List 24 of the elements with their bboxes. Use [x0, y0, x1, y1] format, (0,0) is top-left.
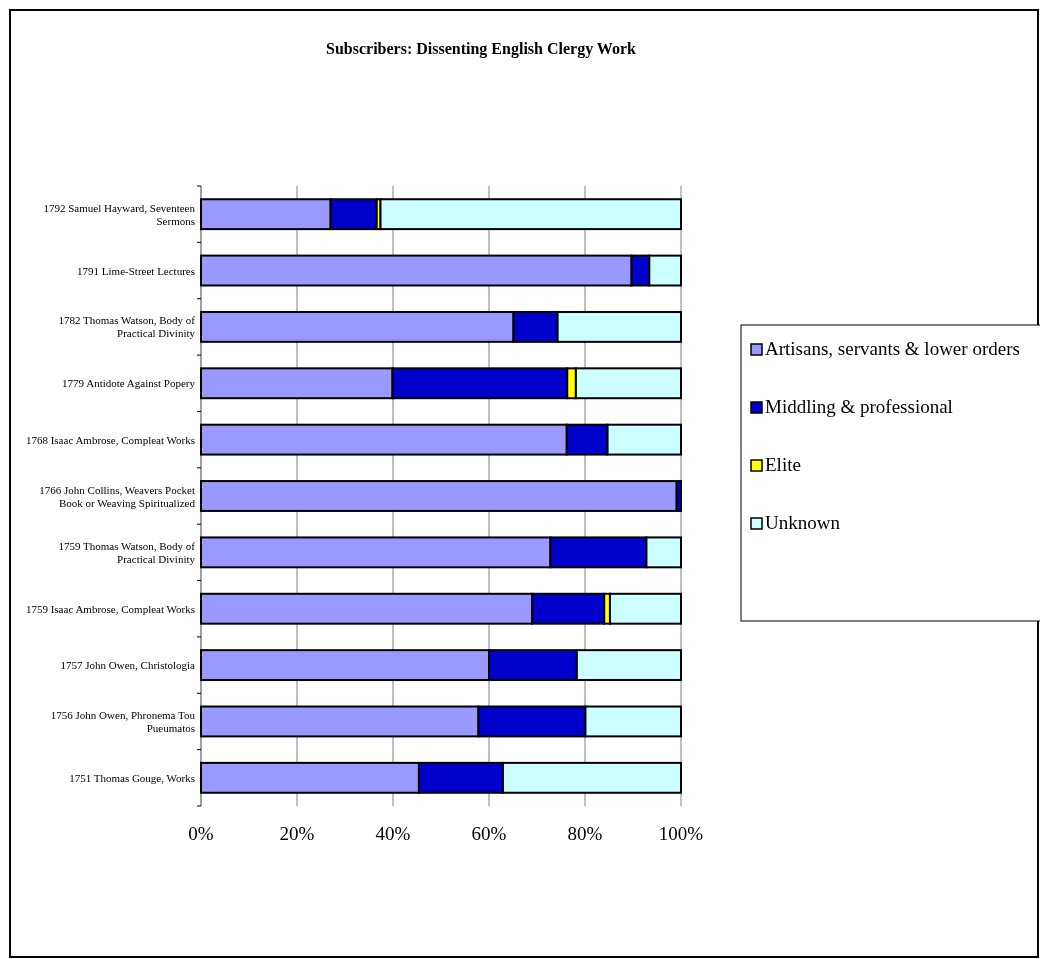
x-tick-label: 40%: [375, 823, 411, 844]
x-tick-label: 20%: [279, 823, 315, 844]
bar: [200, 480, 678, 512]
y-tick-label: 1759 Isaac Ambrose, Compleat Works: [25, 602, 195, 615]
x-tick-label: 80%: [567, 823, 603, 844]
y-tick-label: 1757 John Owen, Christologia: [60, 659, 196, 672]
x-tick-label: 60%: [471, 823, 507, 844]
x-tick-label: 0%: [188, 823, 214, 844]
y-tick-label: 1792 Samuel Hayward, Seventeen Sermons: [43, 201, 196, 227]
y-tick-label: 1759 Thomas Watson, Body of Practical Divinity: [58, 539, 196, 565]
chart-title: Subscribers: Dissenting English Clergy Work: [326, 40, 637, 58]
y-tick-label: 1782 Thomas Watson, Body of Practical Divinity: [58, 314, 196, 340]
bar: [379, 198, 682, 231]
y-tick-label: 1768 Isaac Ambrose, Compleat Works: [25, 433, 195, 446]
y-tick-label: 1751 Thomas Gouge, Works: [69, 771, 195, 784]
y-tick-label: 1791 Lime-Street Lectures: [77, 264, 195, 277]
y-tick-label: 1779 Antidote Against Popery: [62, 377, 196, 390]
y-tick-label: 1766 John Collins, Weavers Pocket Book or Weaving Spiritualized: [39, 483, 196, 509]
legend-label: Artisans, servants & lower orders: [765, 338, 1020, 359]
legend-label: Middling & professional: [765, 396, 953, 417]
x-tick-label: 100%: [658, 823, 704, 844]
legend-label: Elite: [765, 454, 801, 475]
y-tick-label: 1756 John Owen, Phronema Tou Pueumatos: [50, 708, 196, 734]
legend-label: Unknown: [765, 512, 841, 533]
